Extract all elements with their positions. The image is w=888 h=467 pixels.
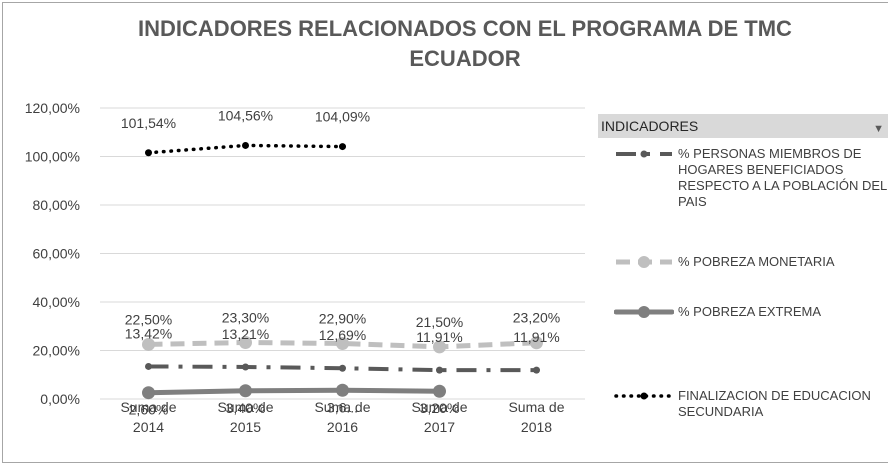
point-marker bbox=[436, 366, 443, 374]
x-tick-label: Suma de 2017 bbox=[411, 399, 467, 435]
point-marker bbox=[242, 363, 249, 371]
data-label: 3,40% bbox=[226, 400, 266, 416]
y-tick-label: 80,00% bbox=[33, 197, 80, 213]
data-label: 11,91% bbox=[416, 329, 462, 345]
point-marker bbox=[336, 383, 349, 397]
data-label: 21,50% bbox=[416, 314, 463, 330]
data-label: 23,30% bbox=[222, 309, 269, 325]
chart-title: INDICADORES RELACIONADOS CON EL PROGRAMA… bbox=[138, 16, 792, 71]
y-tick-label: 0,00% bbox=[40, 391, 80, 407]
x-tick-label: Suma de 2018 bbox=[508, 399, 564, 435]
data-label: 2,60% bbox=[129, 402, 169, 418]
legend-label: FINALIZACION DE EDUCACION SECUNDARIA bbox=[678, 388, 871, 419]
legend-marker bbox=[638, 256, 650, 268]
legend-swatch bbox=[616, 150, 672, 158]
data-label: 104,09% bbox=[315, 109, 370, 125]
point-marker bbox=[145, 362, 152, 370]
x-tick-label: Suma de 2015 bbox=[217, 399, 273, 435]
data-label: 22,50% bbox=[125, 311, 172, 327]
point-marker bbox=[530, 336, 543, 350]
legend-title-text: INDICADORES bbox=[601, 118, 699, 134]
point-marker bbox=[239, 335, 252, 349]
point-marker bbox=[336, 336, 349, 350]
y-tick-label: 40,00% bbox=[33, 294, 80, 310]
data-label: 3,6... bbox=[327, 399, 358, 415]
legend-swatch bbox=[616, 256, 672, 268]
point-marker bbox=[239, 384, 252, 398]
legend-swatch bbox=[614, 306, 674, 318]
data-label: 104,56% bbox=[218, 107, 273, 123]
data-label: 13,42% bbox=[125, 325, 172, 341]
data-label: 12,69% bbox=[319, 327, 366, 343]
data-label: 101,54% bbox=[121, 115, 176, 131]
data-label: 13,21% bbox=[222, 326, 269, 342]
legend-swatch bbox=[614, 392, 674, 400]
point-marker bbox=[142, 386, 155, 400]
point-marker bbox=[433, 384, 446, 398]
point-marker bbox=[242, 141, 249, 149]
legend-marker bbox=[640, 392, 648, 400]
point-marker bbox=[433, 340, 446, 354]
point-marker bbox=[339, 143, 346, 151]
legend-marker bbox=[640, 150, 648, 158]
point-marker bbox=[145, 149, 152, 157]
x-tick-label: Suma de 2016 bbox=[314, 399, 370, 435]
data-label: 22,90% bbox=[319, 310, 366, 326]
legend-label: % PERSONAS MIEMBROS DE HOGARES BENEFICIA… bbox=[678, 146, 887, 209]
point-marker bbox=[339, 364, 346, 372]
series-line bbox=[146, 387, 442, 396]
y-tick-label: 120,00% bbox=[25, 100, 80, 116]
x-tick-label: Suma de 2014 bbox=[120, 399, 176, 435]
point-marker bbox=[533, 366, 540, 374]
y-tick-label: 60,00% bbox=[33, 246, 80, 262]
y-tick-label: 100,00% bbox=[25, 149, 80, 165]
data-label: 23,20% bbox=[513, 310, 560, 326]
data-label: 3,20% bbox=[420, 400, 460, 416]
legend-marker bbox=[638, 306, 650, 318]
data-label: 11,91% bbox=[513, 329, 559, 345]
legend-label: % POBREZA MONETARIA bbox=[678, 254, 835, 269]
point-marker bbox=[142, 337, 155, 351]
legend-title[interactable]: INDICADORES ▼ bbox=[598, 114, 888, 138]
y-tick-label: 20,00% bbox=[33, 343, 80, 359]
filter-icon[interactable]: ▼ bbox=[873, 123, 884, 135]
legend-label: % POBREZA EXTREMA bbox=[678, 304, 822, 319]
